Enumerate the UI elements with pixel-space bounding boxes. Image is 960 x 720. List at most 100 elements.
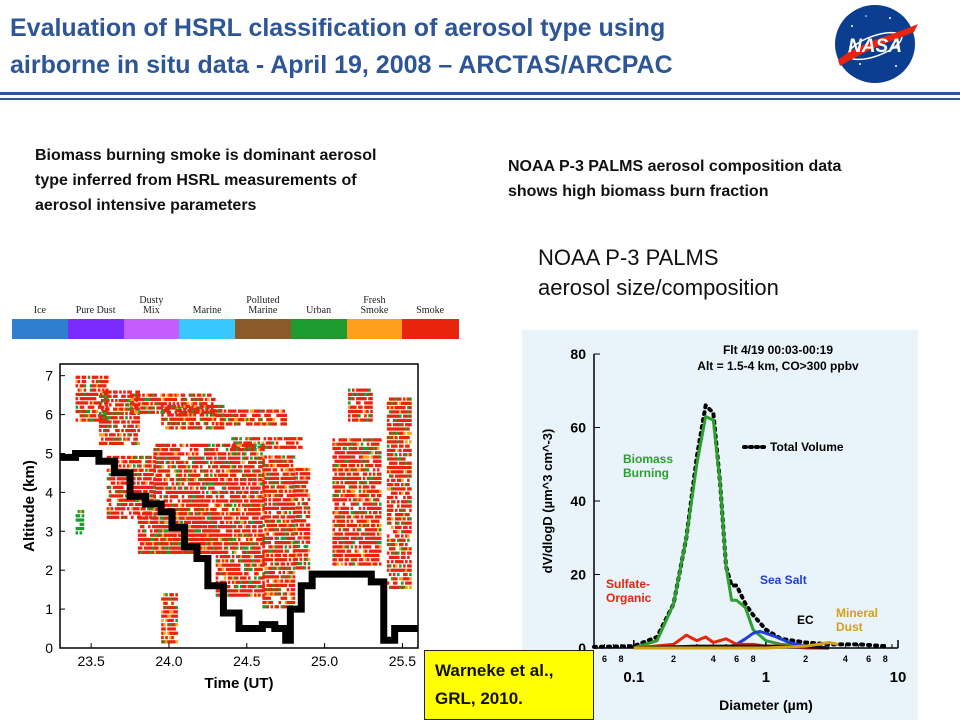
curtain-cell — [171, 465, 175, 469]
curtain-cell — [179, 460, 183, 465]
curtain-cell — [332, 558, 335, 562]
curtain-cell — [399, 538, 402, 542]
curtain-cell — [165, 640, 168, 644]
curtain-cell — [282, 541, 286, 545]
curtain-cell — [163, 597, 166, 601]
curtain-cell — [386, 427, 390, 431]
curtain-cell — [260, 477, 263, 482]
curtain-cell — [113, 407, 116, 411]
curtain-cell — [270, 506, 274, 510]
curtain-cell — [378, 493, 382, 498]
curtain-cell — [366, 468, 370, 472]
curtain-cell — [113, 416, 116, 420]
curtain-cell — [241, 452, 245, 456]
curtain-cell — [103, 397, 107, 401]
curtain-cell — [274, 493, 278, 498]
curtain-cell — [370, 446, 374, 451]
curtain-cell — [210, 490, 213, 495]
curtain-cell — [109, 441, 112, 446]
curtain-cell — [386, 465, 390, 470]
curtain-cell — [388, 465, 392, 470]
curtain-cell — [386, 551, 390, 555]
curtain-cell — [201, 409, 205, 413]
curtain-cell — [407, 470, 410, 474]
curtain-cell — [272, 506, 276, 510]
curtain-cell — [403, 521, 406, 525]
curtain-cell — [153, 512, 156, 516]
curtain-cell — [210, 397, 214, 402]
curtain-cell — [237, 418, 241, 422]
curtain-cell — [352, 498, 356, 502]
curtain-cell — [227, 529, 231, 533]
curtain-cell — [195, 426, 199, 430]
curtain-cell — [243, 589, 247, 593]
curtain-cell — [264, 541, 267, 545]
curtain-cell — [303, 566, 307, 570]
curtain-cell — [338, 438, 342, 442]
curtain-cell — [332, 541, 335, 545]
curtain-cell — [215, 443, 219, 447]
curtain-cell — [189, 443, 193, 447]
curtain-cell — [249, 437, 253, 441]
curtain-cell — [248, 512, 251, 516]
curtain-cell — [297, 489, 301, 493]
curtain-cell — [352, 493, 356, 498]
curtain-cell — [97, 401, 101, 405]
curtain-cell — [246, 469, 249, 473]
curtain-cell — [254, 567, 257, 572]
curtain-cell — [142, 402, 145, 406]
curtain-cell — [187, 516, 191, 520]
curtain-cell — [239, 490, 243, 495]
curtain-cell — [172, 529, 175, 533]
curtain-cell — [235, 495, 239, 499]
curtain-cell — [229, 448, 233, 452]
curtain-cell — [89, 414, 93, 418]
curtain-cell — [388, 555, 392, 559]
curtain-cell — [169, 413, 172, 417]
curtain-cell — [392, 483, 396, 487]
curtain-cell — [199, 495, 203, 499]
curtain-cell — [177, 499, 181, 503]
curtain-cell — [280, 481, 284, 485]
curtain-cell — [390, 495, 394, 500]
curtain-cell — [103, 418, 107, 422]
curtain-cell — [338, 446, 342, 451]
curtain-cell — [334, 451, 338, 455]
curtain-cell — [266, 588, 269, 592]
curtain-cell — [229, 409, 233, 413]
curtain-cell — [376, 459, 380, 463]
curtain-cell — [174, 542, 177, 546]
curtain-cell — [252, 563, 255, 567]
curtain-cell — [237, 529, 241, 533]
curtain-cell — [231, 525, 235, 529]
curtain-cell — [264, 570, 267, 575]
curtain-cell — [219, 495, 223, 499]
curtain-cell — [243, 533, 247, 537]
curtain-cell — [165, 448, 169, 452]
curtain-cell — [342, 519, 346, 523]
curtain-cell — [301, 493, 305, 497]
curtain-cell — [175, 460, 179, 465]
curtain-cell — [169, 537, 173, 542]
curtain-cell — [260, 443, 263, 447]
curtain-cell — [196, 520, 200, 524]
curtain-cell — [282, 583, 286, 588]
curtain-cell — [171, 486, 175, 490]
curtain-cell — [237, 567, 241, 572]
curtain-cell — [227, 443, 231, 447]
curtain-cell — [187, 482, 191, 486]
curtain-cell — [165, 597, 168, 601]
curtain-cell — [290, 489, 294, 493]
curtain-cell — [336, 468, 340, 472]
curtain-cell — [231, 546, 235, 550]
curtain-cell — [268, 455, 272, 459]
curtain-cell — [254, 499, 257, 503]
curtain-cell — [284, 596, 288, 600]
curtain-cell — [221, 512, 225, 516]
curtain-cell — [386, 470, 390, 474]
curtain-cell — [239, 482, 243, 486]
curtain-cell — [246, 542, 249, 546]
curtain-cell — [117, 428, 120, 433]
series-line — [633, 414, 830, 650]
curtain-cell — [290, 596, 294, 600]
